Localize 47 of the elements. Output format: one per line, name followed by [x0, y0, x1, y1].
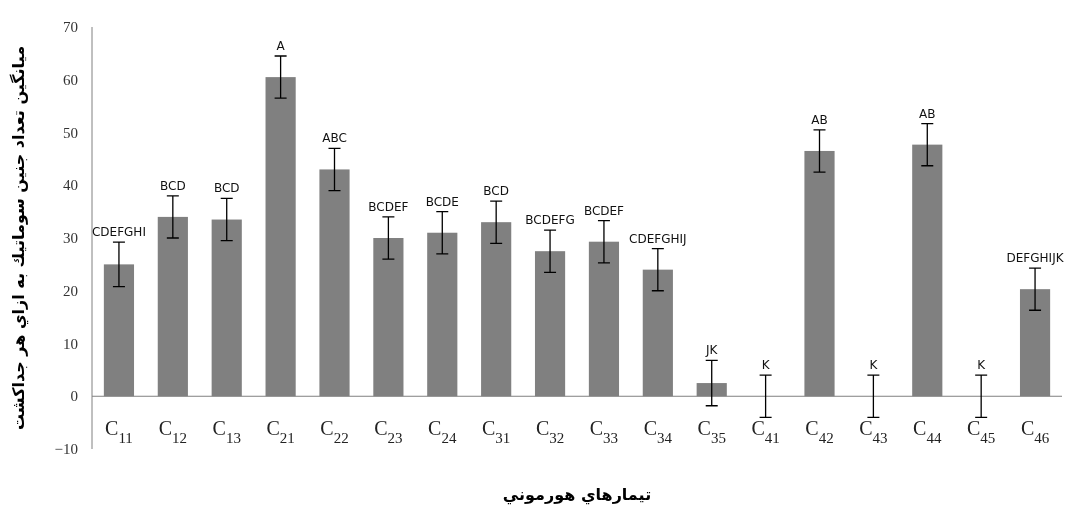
x-tick-label: C$_{11}$: [105, 417, 133, 446]
x-tick-label: C$_{12}$: [158, 417, 188, 446]
x-tick-label: C$_{42}$: [805, 417, 834, 446]
x-tick-label: C$_{45}$: [966, 417, 996, 446]
annotation: K: [761, 358, 771, 373]
x-tick-label: C$_{41}$: [751, 417, 780, 446]
annotation: JK: [705, 343, 719, 358]
annotation: BCDEF: [583, 203, 625, 218]
y-tick-label: 10: [63, 335, 78, 352]
x-tick-label: C$_{44}$: [913, 417, 942, 446]
x-tick-label: C$_{35}$: [697, 417, 726, 446]
x-tick-label: C$_{22}$: [320, 417, 349, 446]
x-axis-title: تيمارهاي هورموني: [502, 485, 652, 505]
annotation: BCDEFG: [525, 213, 575, 228]
annotation: AB: [811, 112, 828, 127]
y-tick-label: 50: [63, 124, 78, 141]
annotation: DEFGHIJK: [1006, 251, 1065, 266]
x-tick-label: C$_{34}$: [643, 417, 673, 446]
y-axis-title: ميانگين تعداد جنين سوماتيك به ازاي هر جداكشت: [9, 45, 29, 431]
annotation: BCDEF: [368, 199, 409, 214]
y-tick-label: 0: [70, 388, 78, 405]
y-tick-label: 20: [63, 282, 78, 299]
annotation: CDEFGHIJ: [629, 231, 687, 246]
x-tick-label: C$_{32}$: [535, 417, 565, 446]
y-tick-label: 40: [63, 177, 78, 194]
x-tick-label: C$_{21}$: [266, 417, 295, 446]
x-tick-label: C$_{31}$: [481, 417, 511, 446]
x-tick-label: C$_{43}$: [859, 417, 888, 446]
y-tick-label: 30: [63, 230, 78, 246]
x-tick-label: C$_{46}$: [1020, 417, 1050, 446]
annotation: ABC: [322, 131, 347, 146]
x-tick-label: C$_{33}$: [589, 417, 619, 446]
x-tick-label: C$_{23}$: [374, 417, 403, 446]
x-tick-label: C$_{13}$: [212, 417, 241, 446]
annotation: BCD: [483, 184, 509, 199]
x-tick-label: C$_{24}$: [428, 417, 457, 446]
annotation: K: [977, 358, 987, 373]
annotation: CDEFGHI: [91, 225, 146, 240]
annotation: BCD: [213, 181, 240, 196]
annotation: A: [276, 39, 286, 54]
annotation: BCD: [160, 178, 186, 193]
y-tick-label: −10: [54, 441, 78, 457]
annotation: K: [869, 358, 879, 373]
y-tick-label: 60: [63, 71, 78, 88]
annotation: BCDE: [425, 194, 459, 209]
annotation: AB: [919, 106, 936, 121]
y-tick-label: 70: [63, 19, 78, 35]
